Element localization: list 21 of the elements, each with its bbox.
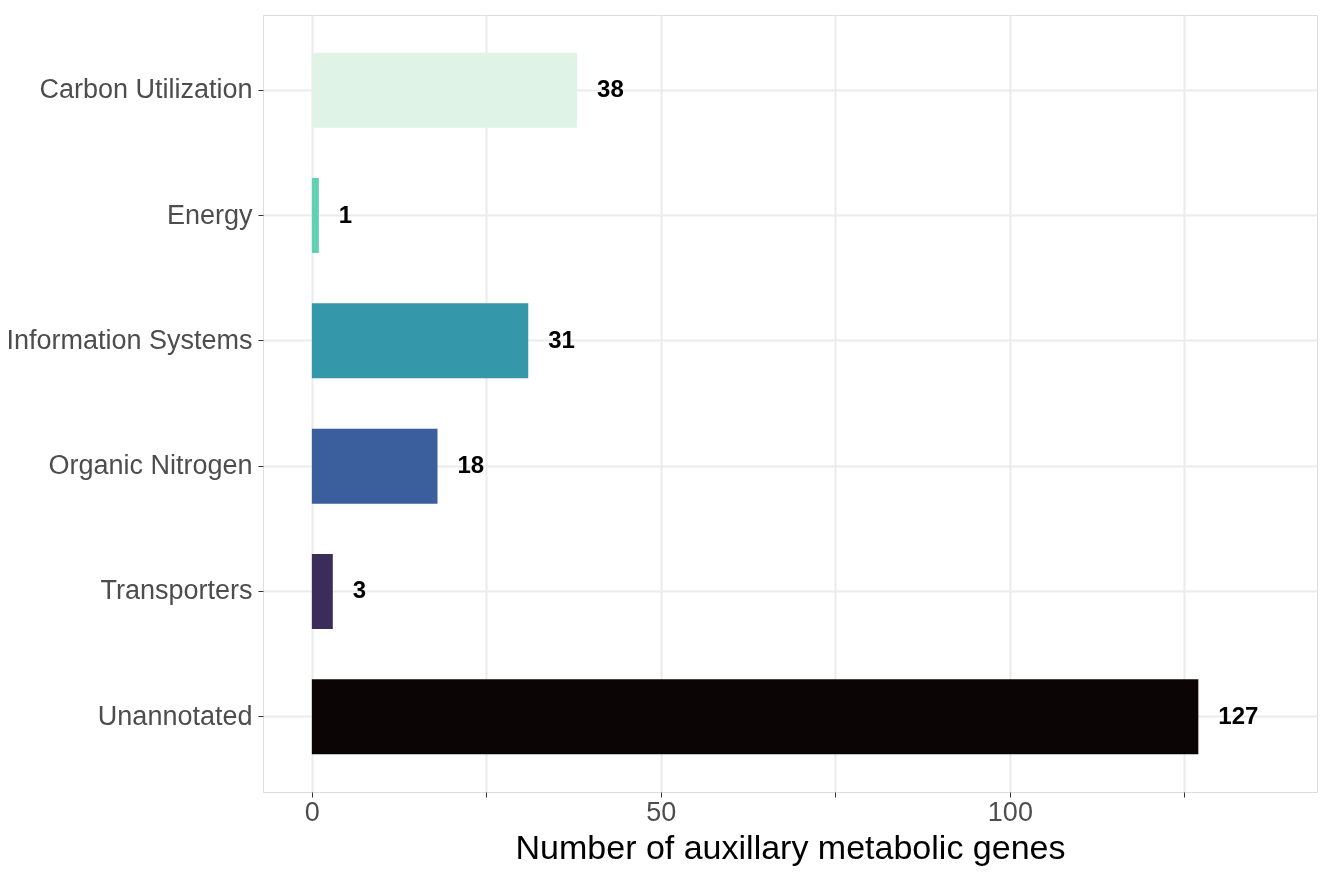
y-tick-label: Carbon Utilization	[39, 74, 253, 105]
data-label: 18	[457, 451, 485, 479]
x-tick-label: 100	[987, 796, 1033, 827]
bar	[311, 679, 1199, 755]
data-label: 1	[338, 200, 353, 228]
data-label: 38	[597, 75, 624, 103]
bar	[311, 553, 333, 629]
data-label: 3	[352, 576, 367, 604]
y-tick-label: Information Systems	[6, 324, 253, 355]
y-tick-label: Transporters	[100, 575, 253, 606]
y-tick-label: Organic Nitrogen	[48, 450, 253, 481]
x-tick-label: 0	[304, 796, 320, 827]
data-label: 127	[1218, 701, 1259, 729]
data-label: 31	[548, 325, 575, 353]
x-tick-label: 50	[646, 796, 677, 827]
bar	[311, 178, 319, 254]
bar	[311, 303, 529, 379]
y-tick-label: Energy	[166, 199, 253, 230]
y-tick-label: Unannotated	[97, 700, 253, 731]
bar	[311, 428, 438, 504]
x-axis-title: Number of auxillary metabolic genes	[515, 827, 1066, 866]
